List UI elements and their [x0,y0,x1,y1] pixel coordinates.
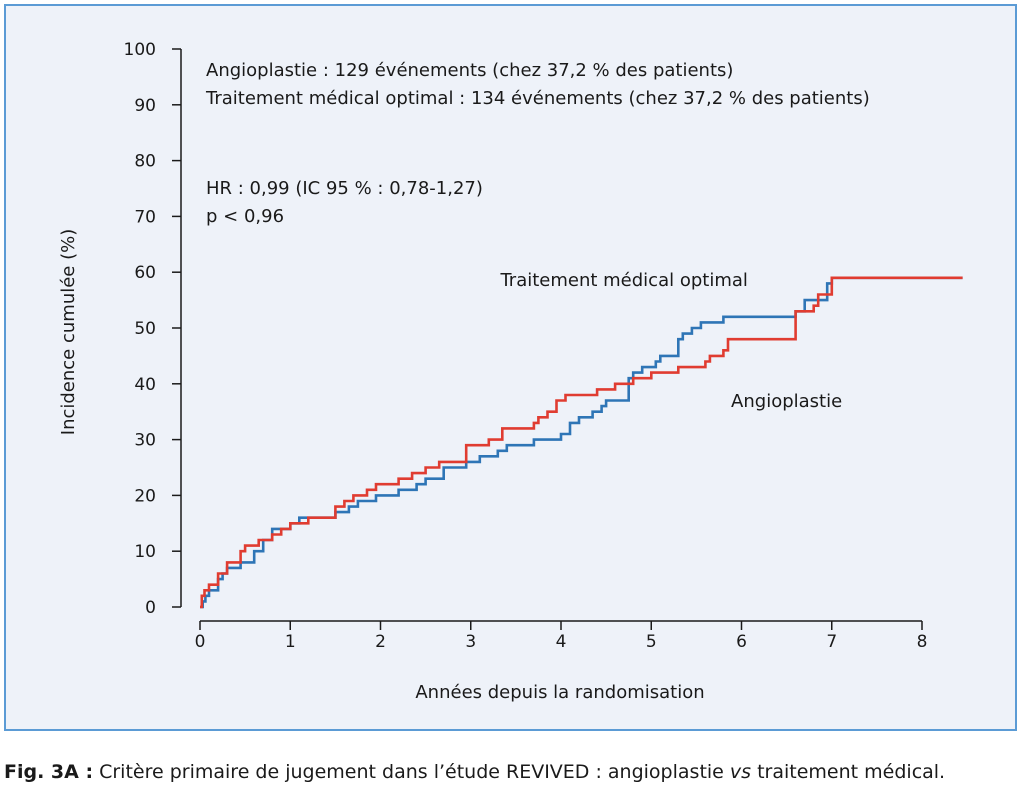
x-tick-label: 7 [826,632,837,652]
x-tick-label: 8 [917,632,928,652]
y-tick-label: 70 [134,207,156,227]
caption-lead: Fig. 3A : [4,761,94,783]
x-tick-label: 2 [375,632,386,652]
y-tick-label: 100 [124,40,156,60]
y-tick-label: 40 [134,375,156,395]
y-tick-label: 0 [145,598,156,618]
caption-text-after: traitement médical. [751,761,946,783]
chart-canvas: 0 10 20 30 40 50 60 70 80 90 100 0 1 2 3 4 5 6 7 8 Angiopla… [58,40,963,703]
annotation-line1: Angioplastie : 129 événements (chez 37,2… [206,60,733,81]
figure-caption: Fig. 3A : Critère primaire de jugement d… [4,761,945,783]
x-tick-label: 5 [646,632,657,652]
annotation-hr: HR : 0,99 (IC 95 % : 0,78-1,27) [206,178,483,199]
series-label-angioplastie: Angioplastie [731,391,842,412]
annotation-line2: Traitement médical optimal : 134 événeme… [205,88,870,109]
y-tick-label: 80 [134,152,156,172]
x-tick-label: 1 [285,632,296,652]
x-tick-label: 4 [556,632,567,652]
chart-panel: 0 10 20 30 40 50 60 70 80 90 100 0 1 2 3 4 5 6 7 8 Angiopla… [4,4,1017,731]
y-tick-label: 50 [134,319,156,339]
y-tick-label: 30 [134,431,156,451]
x-tick-label: 3 [465,632,476,652]
x-tick-label: 0 [195,632,206,652]
series-line-angioplastie [200,276,963,609]
x-tick-label: 6 [736,632,747,652]
caption-text-before: Critère primaire de jugement dans l’étud… [93,761,730,783]
series-line-traitement [200,276,963,609]
y-tick-label: 90 [134,96,156,116]
annotation-p: p < 0,96 [206,206,284,227]
axes: 0 10 20 30 40 50 60 70 80 90 100 0 1 2 3 4 5 6 7 8 [124,40,928,652]
series-lines [200,276,963,609]
x-axis-label: Années depuis la randomisation [415,682,704,703]
y-tick-label: 60 [134,263,156,283]
y-tick-label: 20 [134,486,156,506]
caption-italic: vs [729,761,752,783]
y-axis-label: Incidence cumulée (%) [58,229,79,435]
series-label-traitement: Traitement médical optimal [499,270,747,291]
y-tick-label: 10 [134,542,156,562]
